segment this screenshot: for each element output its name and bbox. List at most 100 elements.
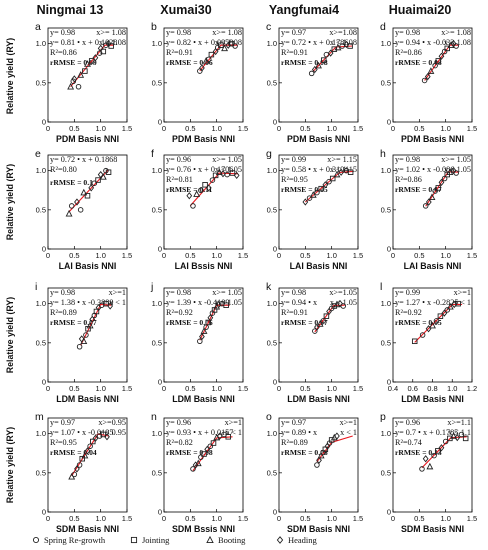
y-tick-label: 0.5 <box>381 78 391 87</box>
equation-annotation: R²=0.92 <box>395 308 422 317</box>
x-tick-label: 0.5 <box>185 251 195 260</box>
x-tick-label: 0 <box>391 251 395 260</box>
y-tick-label: 1.0 <box>152 429 162 438</box>
data-point <box>197 68 203 74</box>
data-point <box>199 64 205 72</box>
equation-annotation: y= 0.58 • x + 0.3104 <box>281 165 348 174</box>
data-point <box>77 71 85 78</box>
data-point <box>446 168 454 175</box>
panel-label: g <box>266 148 272 160</box>
equation-annotation: R²=0.91 <box>281 48 308 57</box>
y-tick-label: 0.5 <box>152 468 162 477</box>
x-tick-label: 1.0 <box>95 251 105 260</box>
equation-annotation: y= 0.76 • x + 0.1706 <box>166 165 233 174</box>
x-tick-label: 1.5 <box>353 251 363 260</box>
data-point <box>422 455 429 463</box>
y-tick-label: 1.0 <box>267 429 277 438</box>
x-tick-label: 1.0 <box>95 514 105 523</box>
y-tick-label: 1.0 <box>267 39 277 48</box>
data-point <box>212 47 219 56</box>
data-point <box>200 327 208 334</box>
rrmse-annotation: rRMSE = 0.06 <box>166 58 213 67</box>
plot-frame <box>47 287 128 383</box>
data-point <box>232 43 238 49</box>
x-axis-label: SDM Basis NNI <box>56 524 119 534</box>
equation-annotation: y= 0.97 <box>50 418 75 427</box>
plot-frame <box>47 417 128 513</box>
data-point <box>93 308 100 315</box>
x-tick-label: 0.6 <box>408 384 418 393</box>
data-point <box>215 300 222 309</box>
y-tick-label: 0 <box>273 508 277 517</box>
panel-label: m <box>35 411 44 423</box>
equation-annotation: y= 0.96 <box>166 155 191 164</box>
x-tick-label: 0 <box>46 124 50 133</box>
x-tick-label: 0 <box>162 514 166 523</box>
data-point <box>190 203 196 209</box>
data-point <box>221 44 229 52</box>
data-point <box>233 171 240 179</box>
data-point <box>444 307 451 313</box>
data-point <box>218 42 224 48</box>
x-tick-label: 0.5 <box>185 124 195 133</box>
condition-annotation: x < 1.1 <box>448 428 471 437</box>
data-point <box>435 58 442 64</box>
x-axis-label: LDM Basis NNI <box>287 394 350 404</box>
y-tick-label: 0.5 <box>36 338 46 347</box>
x-tick-label: 0 <box>391 514 395 523</box>
data-point <box>223 302 229 308</box>
data-point <box>347 169 354 175</box>
y-tick-label: 0 <box>42 508 46 517</box>
data-point <box>198 454 204 460</box>
panel-label: h <box>380 148 386 160</box>
data-point <box>453 170 459 176</box>
x-tick-label: 1.0 <box>95 124 105 133</box>
data-point <box>334 43 342 51</box>
rrmse-annotation: rRMSE = 0.06 <box>166 318 213 327</box>
equation-annotation: y= 0.94 • x -0.033 <box>395 38 454 47</box>
equation-annotation: y= 1.27 • x -0.2825 <box>395 298 458 307</box>
x-axis-label: LAI Basis NNI <box>290 261 348 271</box>
data-point <box>199 332 205 341</box>
x-axis-label: LDM Basis NNI <box>172 394 235 404</box>
x-tick-label: 0.5 <box>185 514 195 523</box>
condition-annotation: x>=1 <box>340 418 357 427</box>
equation-annotation: R²=0.92 <box>166 308 193 317</box>
data-point <box>426 462 434 470</box>
panel-label: o <box>266 411 272 423</box>
data-point <box>208 51 215 58</box>
panel-label: k <box>266 281 272 293</box>
condition-annotation: x>= 1.05 <box>212 155 242 164</box>
data-point <box>95 177 101 183</box>
x-tick-label: 1.0 <box>440 514 450 523</box>
x-tick-label: 0 <box>277 514 281 523</box>
data-point <box>419 466 425 472</box>
data-point <box>76 462 83 468</box>
equation-annotation: R²=0.80 <box>50 165 77 174</box>
equation-annotation: R²=0.82 <box>166 438 193 447</box>
data-point <box>340 303 347 309</box>
data-point <box>311 65 318 74</box>
data-point <box>190 466 196 472</box>
data-point <box>432 62 438 69</box>
y-tick-label: 0.5 <box>381 205 391 214</box>
x-axis-label: SDM Basis NNI <box>287 524 350 534</box>
data-point <box>306 195 313 201</box>
panel-label: e <box>35 148 41 160</box>
condition-annotation: x>=1 <box>225 418 242 427</box>
data-point <box>99 173 107 180</box>
x-tick-label: 0 <box>162 124 166 133</box>
equation-annotation: y= 0.98 <box>395 155 420 164</box>
data-point <box>71 471 78 478</box>
data-point <box>308 70 315 77</box>
y-tick-label: 0.5 <box>36 78 46 87</box>
data-point <box>229 170 236 176</box>
data-point <box>458 431 465 438</box>
y-tick-label: 0.5 <box>267 468 277 477</box>
data-point <box>210 440 217 446</box>
rrmse-annotation: rRMSE = 0.08 <box>281 58 328 67</box>
panel-label: a <box>35 21 41 33</box>
plot-frame <box>47 154 128 250</box>
data-point <box>92 434 99 442</box>
